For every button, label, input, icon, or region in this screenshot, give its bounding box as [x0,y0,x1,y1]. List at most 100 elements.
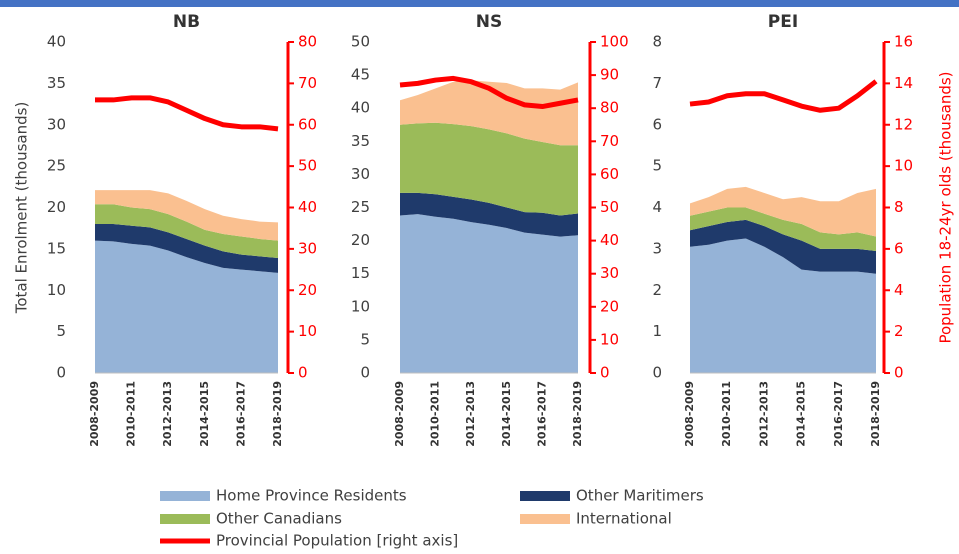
y-tick-label: 3 [652,239,662,257]
legend-label: Home Province Residents [216,487,407,505]
y2-tick-label: 50 [298,157,317,175]
area [690,238,876,373]
population-line [399,75,579,110]
x-tick-label: 2008-2009 [393,381,406,447]
x-tick-label: 2012-2013 [464,381,477,447]
y2-tick-label: 10 [600,330,619,348]
chart-title: NS [476,12,502,32]
legend-label: Other Canadians [216,510,342,528]
x-tick-label: 2016-2017 [535,381,548,447]
y-tick-label: 10 [351,297,370,315]
area [690,219,876,274]
y2-tick-label: 6 [894,239,904,257]
y-tick-label: 30 [47,115,66,133]
area [95,224,278,273]
y2-tick-label: 0 [298,364,308,382]
x-tick-label: 2018-2019 [571,381,584,447]
y-tick-label: 20 [47,198,66,216]
x-tick-label: 2014-2015 [500,381,513,447]
legend-swatch [160,491,210,501]
y-tick-label: 5 [652,157,662,175]
chart-title: PEI [768,12,798,32]
y-tick-label: 45 [351,66,370,84]
y-tick-label: 10 [47,281,66,299]
y2-tick-label: 0 [600,364,610,382]
y-tick-label: 15 [351,264,370,282]
y-tick-label: 0 [652,364,662,382]
y-tick-label: 15 [47,239,66,257]
y-tick-label: 5 [56,322,66,340]
y2-tick-label: 30 [600,264,619,282]
y2-tick-label: 10 [894,157,913,175]
y2-tick-label: 50 [600,198,619,216]
y-tick-label: 40 [47,33,66,51]
y2-tick-label: 0 [894,364,904,382]
x-tick-label: 2018-2019 [271,381,284,447]
y-tick-label: 0 [360,364,370,382]
y2-tick-label: 90 [600,66,619,84]
area [95,204,278,258]
y-tick-label: 25 [47,157,66,175]
y2-tick-label: 30 [298,239,317,257]
y-tick-label: 8 [652,33,662,51]
legend-label: International [576,510,672,528]
y-tick-label: 5 [360,330,370,348]
y-tick-label: 35 [47,74,66,92]
x-tick-label: 2018-2019 [869,381,882,447]
y2-tick-label: 60 [298,115,317,133]
y-tick-label: 7 [652,74,662,92]
area [690,207,876,251]
x-tick-label: 2010-2011 [720,381,733,447]
legend-label: Provincial Population [right axis] [216,532,458,550]
y-tick-label: 35 [351,132,370,150]
y2-tick-label: 20 [298,281,317,299]
chart-title: NB [173,12,200,32]
y2-axis-label: Population 18-24yr olds (thousands) [937,71,955,343]
y2-tick-label: 10 [298,322,317,340]
x-tick-label: 2008-2009 [683,381,696,447]
x-tick-label: 2016-2017 [234,381,247,447]
x-tick-label: 2014-2015 [795,381,808,447]
y2-tick-label: 70 [600,132,619,150]
y-tick-label: 25 [351,198,370,216]
legend-label: Other Maritimers [576,487,704,505]
y2-tick-label: 20 [600,297,619,315]
y-tick-label: 6 [652,115,662,133]
x-tick-label: 2008-2009 [88,381,101,447]
area [400,214,578,373]
area [690,186,876,237]
x-tick-label: 2012-2013 [161,381,174,447]
y-tick-label: 4 [652,198,662,216]
area [400,192,578,237]
area [95,190,278,241]
x-tick-label: 2012-2013 [757,381,770,447]
top-band [0,0,959,7]
area [400,122,578,216]
y-tick-label: 2 [652,281,662,299]
population-line [95,95,279,132]
y2-tick-label: 100 [600,33,629,51]
y2-tick-label: 2 [894,322,904,340]
area [400,80,578,146]
y2-tick-label: 14 [894,74,913,92]
legend-swatch [520,491,570,501]
x-tick-label: 2010-2011 [429,381,442,447]
x-tick-label: 2016-2017 [832,381,845,447]
y-tick-label: 0 [56,364,66,382]
area [95,240,278,373]
y2-tick-label: 12 [894,115,913,133]
legend-swatch [520,514,570,524]
y2-tick-label: 40 [298,198,317,216]
y-tick-label: 40 [351,99,370,117]
y-axis-label: Total Enrolment (thousands) [13,102,31,315]
y2-tick-label: 8 [894,198,904,216]
y-tick-label: 20 [351,231,370,249]
y2-tick-label: 70 [298,74,317,92]
y2-tick-label: 80 [600,99,619,117]
y2-tick-label: 4 [894,281,904,299]
y-tick-label: 1 [652,322,662,340]
y2-tick-label: 16 [894,33,913,51]
y2-tick-label: 80 [298,33,317,51]
y-tick-label: 50 [351,33,370,51]
